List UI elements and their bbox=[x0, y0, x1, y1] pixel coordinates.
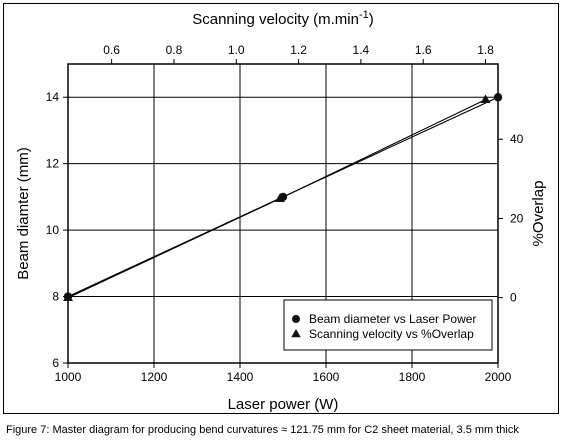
right-axis-title: %Overlap bbox=[530, 181, 547, 247]
figure-border bbox=[3, 3, 559, 414]
data-point-overlap bbox=[480, 94, 491, 104]
bottom-tick-label: 1000 bbox=[55, 370, 82, 384]
top-tick-label: 1.6 bbox=[415, 43, 432, 57]
left-tick-label: 14 bbox=[46, 90, 60, 104]
legend-entry-scanning-velocity: Scanning velocity vs %Overlap bbox=[309, 327, 474, 341]
right-tick-label: 0 bbox=[510, 291, 517, 305]
left-tick-label: 6 bbox=[52, 356, 59, 370]
bottom-tick-label: 1400 bbox=[227, 370, 254, 384]
left-tick-label: 8 bbox=[52, 290, 59, 304]
bottom-tick-label: 1600 bbox=[313, 370, 340, 384]
left-tick-label: 12 bbox=[46, 157, 60, 171]
ticks-layer: 1000 1200 1400 1600 1800 2000 6 8 10 12 14 0.6 0.8 1.… bbox=[46, 43, 524, 384]
plot-frame bbox=[67, 63, 499, 364]
top-tick-label: 0.8 bbox=[166, 43, 183, 57]
legend-marker-circle bbox=[292, 315, 300, 323]
top-tick-label: 1.4 bbox=[353, 43, 370, 57]
top-axis-title: Scanning velocity (m.min-1) bbox=[192, 9, 374, 28]
legend-entry-beam-diameter: Beam diameter vs Laser Power bbox=[309, 312, 476, 326]
bottom-axis-title: Laser power (W) bbox=[228, 396, 339, 413]
series-layer bbox=[63, 93, 503, 302]
bottom-tick-label: 1200 bbox=[141, 370, 168, 384]
bottom-tick-label: 1800 bbox=[399, 370, 426, 384]
top-tick-label: 0.6 bbox=[103, 43, 120, 57]
legend: Beam diameter vs Laser Power Scanning ve… bbox=[283, 299, 493, 351]
legend-marker-triangle bbox=[291, 329, 301, 338]
left-axis-title: Beam diamter (mm) bbox=[15, 147, 32, 280]
top-axis-title-superscript: -1 bbox=[359, 9, 369, 21]
top-tick-label: 1.8 bbox=[477, 43, 494, 57]
series-line-overlap bbox=[67, 99, 486, 299]
left-tick-label: 10 bbox=[46, 223, 60, 237]
data-point-overlap bbox=[63, 292, 73, 302]
right-tick-label: 20 bbox=[510, 211, 524, 225]
data-point-beam-diameter bbox=[493, 93, 503, 102]
top-axis-title-suffix: ) bbox=[369, 11, 374, 28]
top-tick-label: 1.0 bbox=[228, 43, 245, 57]
data-point-overlap bbox=[274, 193, 285, 203]
legend-box bbox=[283, 299, 493, 351]
figure-caption: Figure 7: Master diagram for producing b… bbox=[6, 424, 519, 436]
top-tick-label: 1.2 bbox=[290, 43, 307, 57]
right-tick-label: 40 bbox=[510, 132, 524, 146]
top-axis-title-main: Scanning velocity (m.min bbox=[192, 11, 359, 28]
bottom-tick-label: 2000 bbox=[485, 370, 512, 384]
